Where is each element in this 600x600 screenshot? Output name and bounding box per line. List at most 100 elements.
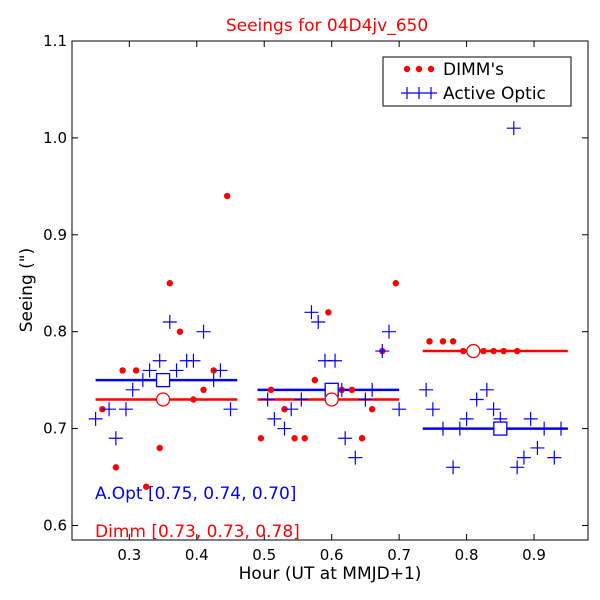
active-optic-point [425, 402, 440, 417]
active-optic-point [186, 353, 201, 368]
dimm-point [500, 347, 507, 355]
active-optic-point [452, 421, 467, 436]
y-tick-label: 0.8 [43, 323, 67, 341]
active-optic-point [547, 450, 562, 465]
dimm-point [267, 386, 275, 394]
median-marker-square [493, 421, 508, 436]
dimm-point [132, 367, 140, 374]
legend-dimm-marker [427, 65, 435, 73]
legend: DIMM's Active Optic [382, 56, 572, 107]
y-tick-label: 1.1 [43, 32, 67, 50]
active-optic-point [516, 450, 531, 465]
active-optic-point [446, 460, 461, 475]
active-optic-point [294, 392, 309, 407]
x-tick-label: 0.5 [252, 546, 276, 564]
active-optic-point [142, 363, 157, 378]
active-optic-point [304, 305, 319, 320]
x-tick-label: 0.6 [320, 546, 344, 564]
active-optic-point [267, 411, 282, 426]
x-axis-label: Hour (UT at MMJD+1) [239, 564, 422, 584]
active-optic-point [152, 353, 167, 368]
median-marker-circle [466, 343, 481, 359]
active-optic-point [506, 121, 521, 136]
active-optic-point [419, 382, 434, 397]
active-optic-point [459, 411, 474, 426]
dimm-point [311, 376, 319, 384]
dimm-point [200, 386, 207, 394]
dimm-point [176, 328, 184, 335]
active-optic-point [530, 440, 545, 455]
y-tick-label: 1.0 [43, 129, 67, 147]
active-optic-point [382, 324, 397, 339]
y-tick-label: 0.7 [43, 420, 67, 438]
active-optic-point [435, 421, 450, 436]
median-marker-circle [324, 392, 339, 407]
dimm-point [301, 435, 308, 442]
dimm-point [480, 347, 487, 355]
active-optic-point [392, 402, 407, 417]
dimm-point [291, 435, 298, 442]
dimm-point [166, 280, 174, 287]
active-optic-point [125, 382, 140, 397]
y-tick-label: 0.9 [43, 226, 67, 244]
dimm-point [325, 309, 332, 316]
dimm-point [426, 338, 433, 345]
dimm-point [257, 435, 265, 442]
active-optic-point [328, 353, 343, 368]
dimm-point [112, 464, 120, 471]
active-optic-point [537, 421, 552, 436]
y-axis-label: Seeing (") [17, 248, 37, 333]
active-optic-point [554, 421, 569, 436]
x-tick-label: 0.7 [387, 546, 411, 564]
active-optic-point [479, 382, 494, 397]
dimm-point [439, 338, 447, 345]
dimm-point [190, 396, 197, 403]
active-optic-point [348, 450, 363, 465]
active-optic-point [365, 382, 380, 397]
x-tick-label: 0.3 [117, 546, 141, 564]
active-optic-point [206, 373, 221, 388]
active-optic-point [223, 402, 238, 417]
active-optic-point [88, 411, 103, 426]
active-optic-point [277, 421, 292, 436]
dimm-point [513, 347, 521, 355]
x-tick-label: 0.8 [455, 546, 479, 564]
legend-active-optic-marker [401, 87, 413, 99]
active-optic-point [260, 392, 275, 407]
dimm-point [368, 405, 376, 413]
dimm-point [392, 280, 399, 287]
active-optic-point [358, 392, 373, 407]
y-tick-label: 0.6 [43, 516, 67, 534]
active-optic-point [196, 324, 211, 339]
dimm-point [348, 386, 356, 394]
active-optic-point [284, 402, 299, 417]
active-optic-point [486, 402, 501, 417]
dimm-point [223, 192, 231, 200]
active-optic-point [118, 402, 133, 417]
x-tick-label: 0.9 [522, 546, 546, 564]
active-optic-point [135, 373, 150, 388]
annotation-dimm: Dimm [0.73, 0.73, 0.78] [95, 522, 300, 542]
active-optic-point [311, 314, 326, 329]
active-optic-point [510, 460, 525, 475]
legend-label-active-optic: Active Optic [443, 84, 546, 104]
legend-label-dimm: DIMM's [443, 60, 504, 80]
legend-dimm-marker [415, 65, 423, 73]
legend-active-optic-marker [413, 87, 425, 99]
active-optic-point [169, 363, 184, 378]
dimm-point [449, 338, 457, 345]
legend-active-optic-marker [425, 87, 437, 99]
active-optic-point [469, 392, 484, 407]
active-optic-point [108, 431, 123, 446]
median-marker-square [155, 372, 171, 388]
legend-dimm-marker [403, 65, 411, 73]
legend-box [382, 56, 572, 107]
chart-title: Seeings for 04D4jv_650 [226, 16, 428, 36]
dimm-point [358, 435, 366, 442]
dimm-point [156, 444, 163, 452]
active-optic-point [102, 402, 117, 417]
dimm-point [490, 347, 497, 355]
dimm-point [119, 367, 126, 374]
x-tick-label: 0.4 [185, 546, 209, 564]
